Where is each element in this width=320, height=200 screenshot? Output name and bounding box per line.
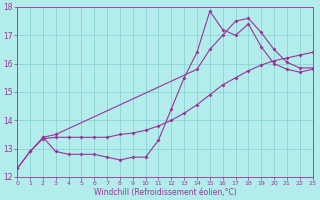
X-axis label: Windchill (Refroidissement éolien,°C): Windchill (Refroidissement éolien,°C) [93,188,236,197]
